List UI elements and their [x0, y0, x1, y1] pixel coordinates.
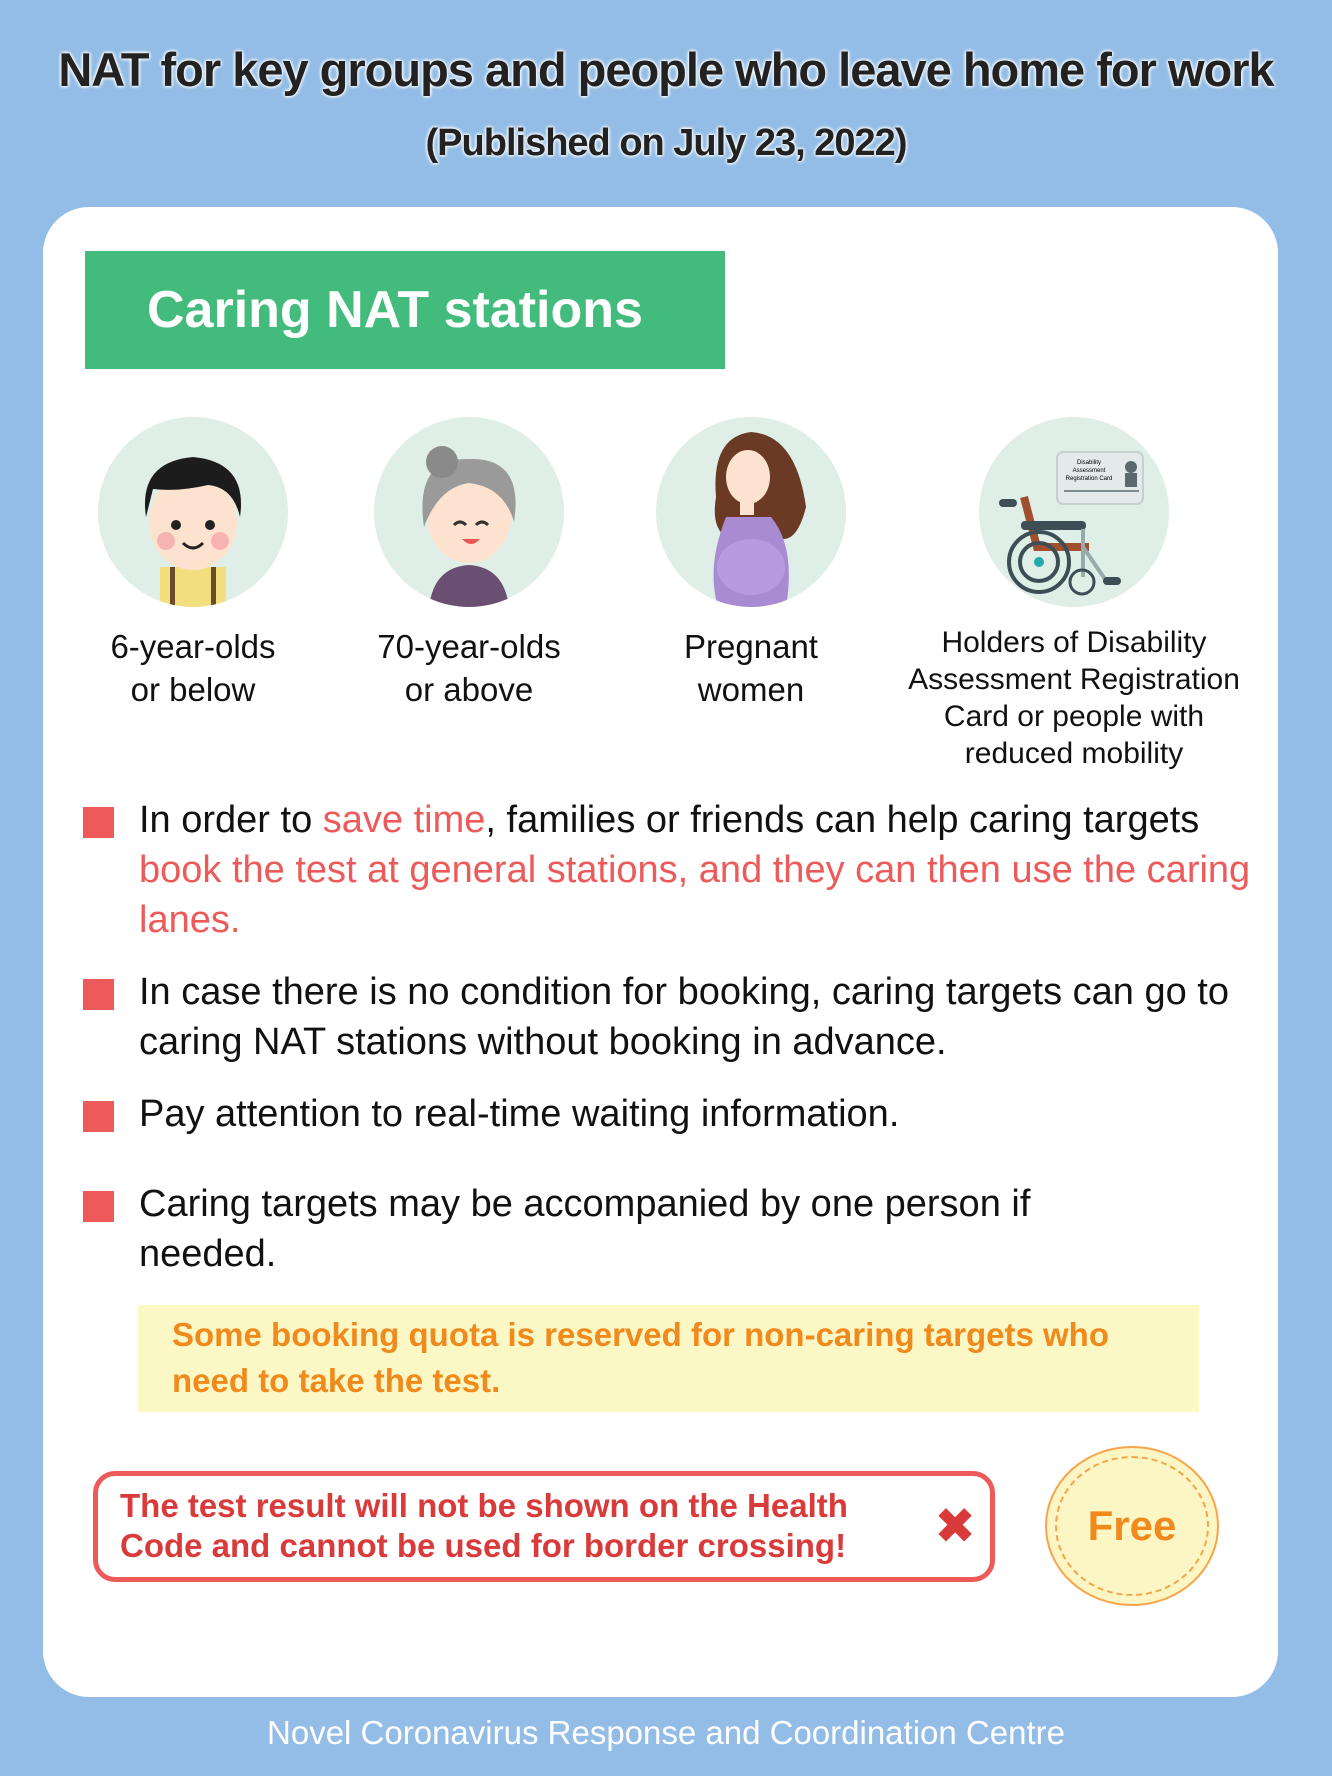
publish-date: (Published on July 23, 2022)	[425, 122, 908, 164]
warning-text: The test result will not be shown on the…	[120, 1487, 848, 1564]
card-text: Disability	[1077, 460, 1101, 466]
bullet-waiting-info: Pay attention to real-time waiting infor…	[83, 1089, 1268, 1139]
bullet-text: In order to save time, families or frien…	[139, 799, 1251, 941]
quota-notice: Some booking quota is reserved for non-c…	[138, 1305, 1199, 1412]
card-text: Registration Card	[1066, 476, 1113, 482]
footer-organization: Novel Coronavirus Response and Coordinat…	[267, 1714, 1065, 1751]
card-text: Assessment	[1073, 468, 1106, 474]
free-badge: Free	[1045, 1446, 1219, 1606]
bottom-row: The test result will not be shown on the…	[93, 1446, 1268, 1606]
bullet-text: Caring targets may be accompanied by one…	[139, 1183, 1031, 1275]
wheelchair-card-icon: Disability Assessment Registration Card	[979, 417, 1169, 607]
info-section: In order to save time, families or frien…	[83, 795, 1268, 1606]
bullet-marker	[83, 979, 114, 1010]
health-code-warning: The test result will not be shown on the…	[93, 1470, 995, 1582]
bullet-text: Pay attention to real-time waiting infor…	[139, 1093, 900, 1135]
bullet-no-booking: In case there is no condition for bookin…	[83, 967, 1268, 1067]
bullet-marker	[83, 1101, 114, 1132]
group-label-disability: Holders of Disability Assessment Registra…	[908, 626, 1240, 770]
bullet-accompany: Caring targets may be accompanied by one…	[83, 1179, 1268, 1279]
child-icon	[98, 417, 288, 607]
group-label-pregnant: Pregnant women	[684, 628, 818, 708]
group-label-elderly: 70-year-olds or above	[377, 628, 561, 708]
cross-icon: ✖	[934, 1498, 976, 1554]
bullet-marker	[83, 1191, 114, 1222]
group-label-children: 6-year-olds or below	[110, 628, 276, 708]
section-banner: Caring NAT stations	[85, 251, 725, 369]
bullet-text: In case there is no condition for bookin…	[139, 971, 1229, 1063]
pregnant-woman-icon	[656, 417, 846, 607]
elderly-icon	[374, 417, 564, 607]
free-label: Free	[1055, 1456, 1209, 1596]
bullet-save-time: In order to save time, families or frien…	[83, 795, 1268, 945]
page-title: NAT for key groups and people who leave …	[58, 43, 1274, 96]
bullet-marker	[83, 807, 114, 838]
